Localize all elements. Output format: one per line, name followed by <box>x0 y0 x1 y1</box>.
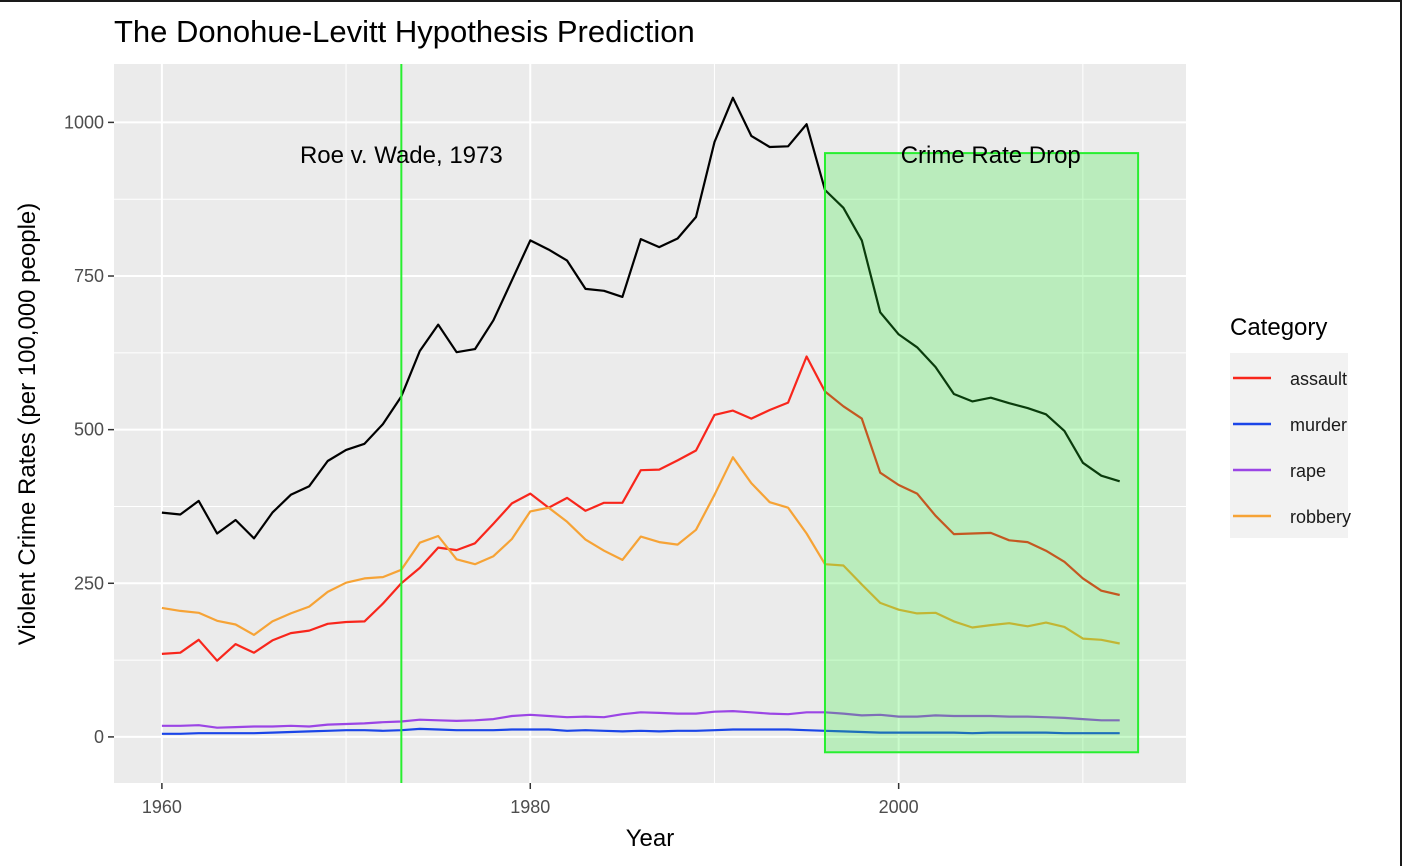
y-tick-label: 250 <box>74 573 104 593</box>
y-tick-label: 500 <box>74 420 104 440</box>
x-tick-label: 1980 <box>510 797 550 817</box>
legend-title: Category <box>1230 314 1327 341</box>
y-tick-label: 750 <box>74 266 104 286</box>
series-line-robbery <box>161 456 1120 645</box>
series-line-rape <box>161 709 1120 729</box>
x-axis-ticks: 1960 1980 2000 <box>142 783 919 817</box>
y-tick-label: 0 <box>94 727 104 747</box>
plot-panel <box>114 64 1186 783</box>
y-axis-title: Violent Crime Rates (per 100,000 people) <box>14 203 41 645</box>
series-line-murder <box>161 727 1120 735</box>
chart-title: The Donohue-Levitt Hypothesis Prediction <box>114 14 695 49</box>
series-lines <box>161 96 1121 735</box>
x-axis-title: Year <box>626 825 675 852</box>
major-gridlines <box>114 64 1186 783</box>
legend-label-robbery: robbery <box>1290 507 1351 527</box>
series-line-assault <box>161 355 1120 662</box>
legend: assault murder rape robbery <box>1230 353 1351 538</box>
y-axis-ticks: 0 250 500 750 1000 <box>64 112 114 747</box>
legend-background <box>1230 353 1348 538</box>
x-tick-label: 1960 <box>142 797 182 817</box>
crime-drop-region <box>823 152 1140 754</box>
x-tick-label: 2000 <box>879 797 919 817</box>
y-tick-label: 1000 <box>64 112 104 132</box>
legend-label-rape: rape <box>1290 461 1326 481</box>
crime-drop-label: Crime Rate Drop <box>901 142 1081 169</box>
roe-v-wade-label: Roe v. Wade, 1973 <box>300 142 503 169</box>
minor-gridlines <box>114 64 1186 783</box>
series-line-total <box>161 96 1121 540</box>
legend-label-murder: murder <box>1290 415 1347 435</box>
legend-label-assault: assault <box>1290 369 1347 389</box>
